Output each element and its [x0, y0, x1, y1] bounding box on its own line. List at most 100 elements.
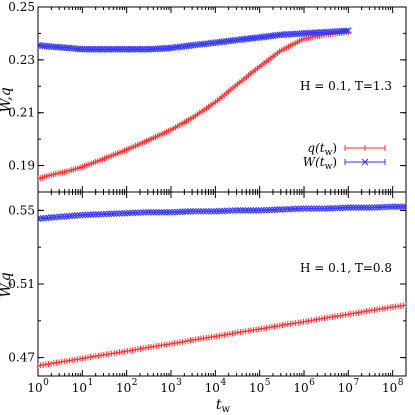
data-point	[308, 205, 315, 212]
data-point	[350, 204, 357, 211]
data-point	[323, 205, 331, 212]
y-axis-label-bottom: W,q	[0, 272, 14, 297]
data-point	[200, 207, 207, 215]
x-tick-label: 10	[27, 381, 42, 395]
data-point	[194, 207, 202, 215]
data-point	[81, 211, 89, 219]
data-point	[226, 207, 234, 215]
data-point	[76, 211, 84, 219]
data-point	[326, 205, 334, 212]
data-point	[166, 208, 173, 216]
data-point	[313, 205, 320, 212]
data-point	[273, 206, 281, 213]
data-point	[163, 208, 171, 216]
data-point	[121, 209, 129, 217]
data-point	[205, 207, 213, 215]
series-group	[38, 27, 352, 182]
data-point	[45, 214, 52, 222]
data-point	[79, 211, 87, 219]
data-point	[344, 27, 352, 35]
data-point	[134, 209, 142, 217]
data-point	[110, 210, 118, 218]
data-point	[360, 204, 368, 211]
data-point	[397, 203, 405, 211]
x-tick-label: 10	[116, 381, 131, 395]
x-axis-tick-labels: 10 0 10 1 10 2 10 3 10 4 10 5 10 6 10 7 10 8	[27, 378, 403, 395]
data-point	[339, 204, 347, 212]
data-point	[68, 212, 76, 220]
y-tick-label: 0.21	[8, 106, 35, 120]
data-point	[386, 203, 394, 211]
data-point	[139, 209, 147, 216]
y-tick-label: 0.25	[8, 0, 35, 14]
x-tick-exponent: 0	[43, 378, 49, 388]
data-point	[310, 205, 318, 212]
x-tick-exponent: 5	[265, 378, 271, 388]
data-point	[302, 205, 310, 212]
data-point	[87, 211, 94, 218]
data-point	[371, 204, 378, 211]
legend-marker	[362, 145, 368, 151]
data-point	[373, 203, 381, 211]
data-point	[218, 207, 226, 215]
data-point	[105, 210, 113, 218]
x-tick-label: 10	[160, 381, 175, 395]
data-point	[352, 204, 360, 211]
data-point	[329, 204, 336, 212]
x-tick-exponent: 3	[176, 378, 182, 388]
data-point	[66, 212, 73, 220]
data-point	[368, 204, 376, 211]
data-point	[400, 203, 406, 211]
data-point	[334, 204, 342, 212]
data-point	[265, 206, 273, 214]
data-point	[168, 208, 176, 216]
y-axis-label-top: W,q	[0, 87, 14, 112]
series-group	[38, 203, 406, 369]
data-point	[42, 214, 50, 222]
data-point	[378, 203, 386, 211]
x-tick-label: 10	[338, 381, 353, 395]
data-point	[55, 213, 63, 221]
data-point	[344, 204, 352, 211]
data-point	[355, 204, 363, 211]
data-point	[173, 208, 181, 216]
data-point	[179, 208, 186, 216]
legend-label: W(tw)	[303, 155, 337, 172]
bottom-panel: 0.47 0.51 0.55 H = 0.1, T=0.8	[8, 191, 407, 377]
data-point	[289, 205, 297, 213]
data-point	[258, 206, 265, 214]
data-point	[394, 203, 402, 211]
y-tick-label: 0.51	[8, 277, 35, 291]
data-point	[160, 208, 168, 216]
data-point	[210, 207, 218, 215]
data-point	[126, 209, 134, 217]
data-point	[147, 208, 155, 216]
data-point	[331, 204, 339, 212]
x-tick-exponent: 4	[220, 378, 226, 388]
panel-annotation: H = 0.1, T=1.3	[300, 79, 392, 93]
data-point	[71, 212, 79, 219]
data-point	[50, 213, 58, 221]
data-point	[38, 215, 42, 223]
data-point	[145, 208, 152, 216]
x-tick-label: 10	[72, 381, 87, 395]
data-point	[268, 206, 276, 214]
x-tick-label: 10	[249, 381, 264, 395]
data-point	[297, 205, 305, 213]
data-point	[336, 204, 344, 212]
data-point	[300, 205, 307, 212]
data-point	[263, 206, 271, 214]
data-point	[116, 210, 123, 217]
data-point	[234, 207, 242, 214]
x-axis-label: tw	[216, 397, 231, 415]
data-point	[89, 211, 97, 218]
data-point	[365, 204, 373, 211]
data-point	[342, 27, 350, 35]
series-line	[38, 31, 349, 180]
data-point	[38, 215, 44, 222]
data-point	[281, 205, 289, 213]
data-point	[216, 207, 223, 215]
data-point	[403, 302, 406, 309]
data-point	[221, 207, 228, 215]
data-point	[231, 207, 239, 214]
